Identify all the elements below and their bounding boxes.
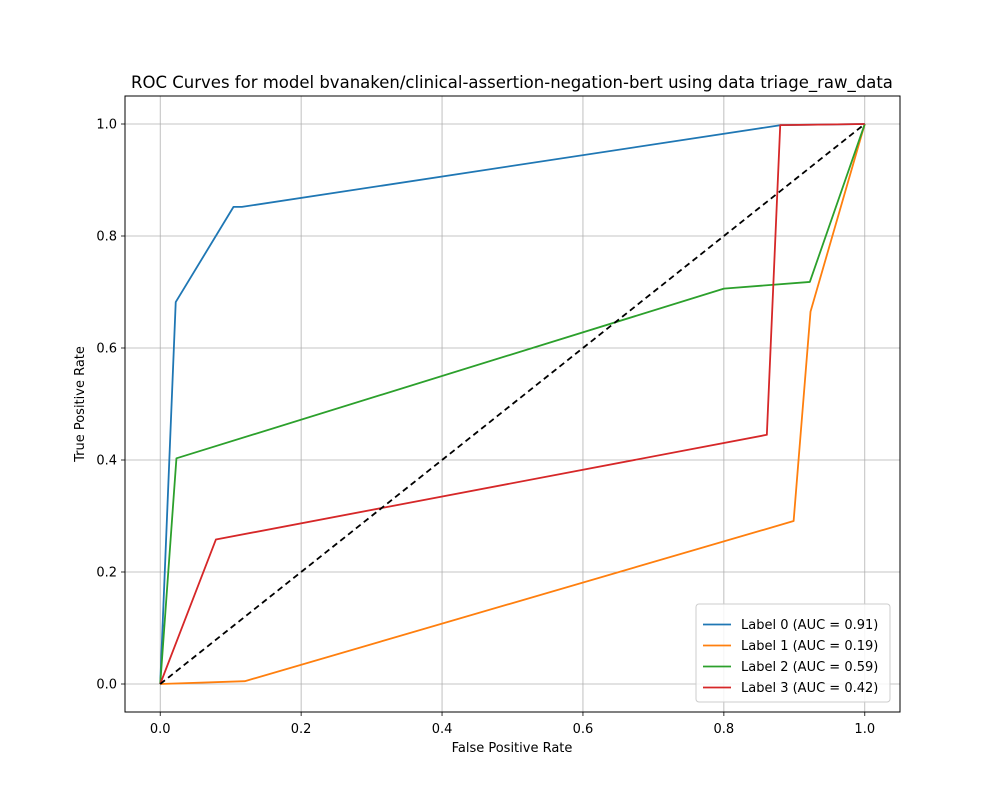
y-tick-label: 0.8 bbox=[96, 230, 117, 245]
chance-diagonal-line bbox=[159, 123, 866, 685]
legend: Label 0 (AUC = 0.91) Label 1 (AUC = 0.19)… bbox=[695, 603, 891, 703]
roc-line-label-2 bbox=[159, 123, 866, 685]
x-tick-label: 0.6 bbox=[573, 722, 594, 737]
series-layer bbox=[159, 123, 866, 685]
y-tick-label: 0.6 bbox=[96, 342, 117, 357]
legend-entry-label: Label 3 (AUC = 0.42) bbox=[741, 681, 878, 696]
x-tick-label: 0.8 bbox=[714, 722, 735, 737]
x-tick-label: 0.2 bbox=[291, 722, 312, 737]
chart-title: ROC Curves for model bvanaken/clinical-a… bbox=[131, 73, 893, 93]
roc-line-label-1 bbox=[160, 123, 866, 685]
y-tick-label: 0.4 bbox=[96, 454, 117, 469]
x-axis-label: False Positive Rate bbox=[452, 741, 573, 756]
y-tick-label: 1.0 bbox=[96, 118, 117, 133]
y-axis-label: True Positive Rate bbox=[73, 346, 88, 463]
x-tick-label: 0.4 bbox=[432, 722, 453, 737]
x-tick-label: 1.0 bbox=[854, 722, 875, 737]
legend-box bbox=[695, 603, 891, 703]
y-tick-label: 0.0 bbox=[96, 678, 117, 693]
roc-line-label-3 bbox=[159, 123, 865, 685]
legend-entry-label: Label 1 (AUC = 0.19) bbox=[741, 639, 878, 654]
ticks: 0.0 0.2 0.4 0.6 0.8 1.0 0.0 0.2 0.4 0.6 0.8 1.0 bbox=[96, 118, 875, 738]
legend-entry-label: Label 2 (AUC = 0.59) bbox=[741, 660, 878, 675]
y-tick-label: 0.2 bbox=[96, 566, 117, 581]
legend-entry-label: Label 0 (AUC = 0.91) bbox=[741, 618, 878, 633]
x-tick-label: 0.0 bbox=[150, 722, 171, 737]
plot-frame bbox=[124, 95, 901, 713]
